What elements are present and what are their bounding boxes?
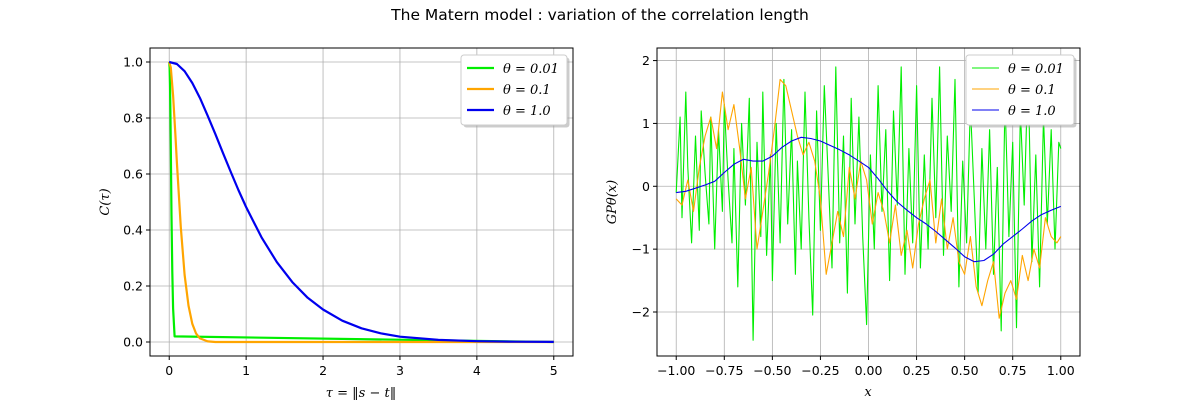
y-tick-label: −1 <box>632 242 650 257</box>
y-tick-label: 2 <box>642 53 650 68</box>
correlation-function-panel: 0 1 2 3 4 5 0.0 0.2 0.4 0.6 0.8 1.0 τ = ‖s − t‖ C(τ… <box>98 47 574 400</box>
y-tick-label: 0 <box>642 179 650 194</box>
x-tick-label: 3 <box>396 363 404 378</box>
plot-frame <box>149 47 574 357</box>
x-axis-label: x <box>864 385 872 400</box>
x-tick-label: 0.25 <box>903 363 931 378</box>
y-tick-label: 0.4 <box>123 223 143 238</box>
series-line-3 <box>676 136 1062 263</box>
x-tick-label: −0.50 <box>753 363 791 378</box>
axis-ticks: 0 1 2 3 4 5 0.0 0.2 0.4 0.6 0.8 1.0 <box>123 55 558 379</box>
x-tick-label: 0.75 <box>999 363 1027 378</box>
y-tick-label: 0.6 <box>123 167 143 182</box>
legend-box <box>460 54 568 126</box>
gaussian-process-panel: −1.00 −0.75 −0.50 −0.25 0.00 0.25 0.50 0.75 1.00… <box>605 47 1081 400</box>
figure-title: The Matern model : variation of the corr… <box>390 6 809 24</box>
series-group <box>675 66 1062 341</box>
series-group <box>168 60 554 344</box>
x-tick-label: −0.75 <box>705 363 743 378</box>
x-tick-label: −0.25 <box>801 363 839 378</box>
y-tick-label: 1 <box>642 116 650 131</box>
y-tick-label: 0.2 <box>123 279 143 294</box>
legend-label: θ = 0.01 <box>503 62 559 77</box>
x-tick-label: 1.00 <box>1047 363 1075 378</box>
legend-label: θ = 1.0 <box>503 104 551 119</box>
series-line-2 <box>168 61 554 344</box>
x-tick-label: 2 <box>319 363 327 378</box>
y-tick-label: 1.0 <box>123 55 143 70</box>
axis-ticks: −1.00 −0.75 −0.50 −0.25 0.00 0.25 0.50 0.75 1.00… <box>632 53 1075 378</box>
x-tick-label: 0 <box>165 363 173 378</box>
y-tick-label: 0.8 <box>123 111 143 126</box>
legend: θ = 0.01 θ = 0.1 θ = 1.0 <box>965 54 1077 128</box>
x-tick-label: 1 <box>242 363 250 378</box>
x-tick-label: −1.00 <box>657 363 695 378</box>
series-line-1 <box>675 66 1062 341</box>
legend: θ = 0.01 θ = 0.1 θ = 1.0 <box>460 54 570 128</box>
x-tick-label: 0.50 <box>951 363 979 378</box>
x-tick-label: 4 <box>473 363 481 378</box>
legend-label: θ = 0.1 <box>503 83 551 98</box>
y-tick-label: −2 <box>632 305 650 320</box>
x-tick-label: 5 <box>550 363 558 378</box>
y-tick-label: 0.0 <box>123 335 143 350</box>
series-line-3 <box>168 60 554 343</box>
series-line-2 <box>675 78 1062 319</box>
legend-label: θ = 0.01 <box>1008 62 1064 77</box>
legend-box <box>965 54 1075 126</box>
series-line-1 <box>168 61 554 344</box>
y-axis-label: GPθ(x) <box>605 180 620 224</box>
x-axis-label: τ = ‖s − t‖ <box>326 386 396 400</box>
y-axis-label: C(τ) <box>98 188 113 215</box>
x-tick-label: 0.00 <box>855 363 883 378</box>
legend-label: θ = 0.1 <box>1008 83 1056 98</box>
legend-label: θ = 1.0 <box>1008 104 1056 119</box>
